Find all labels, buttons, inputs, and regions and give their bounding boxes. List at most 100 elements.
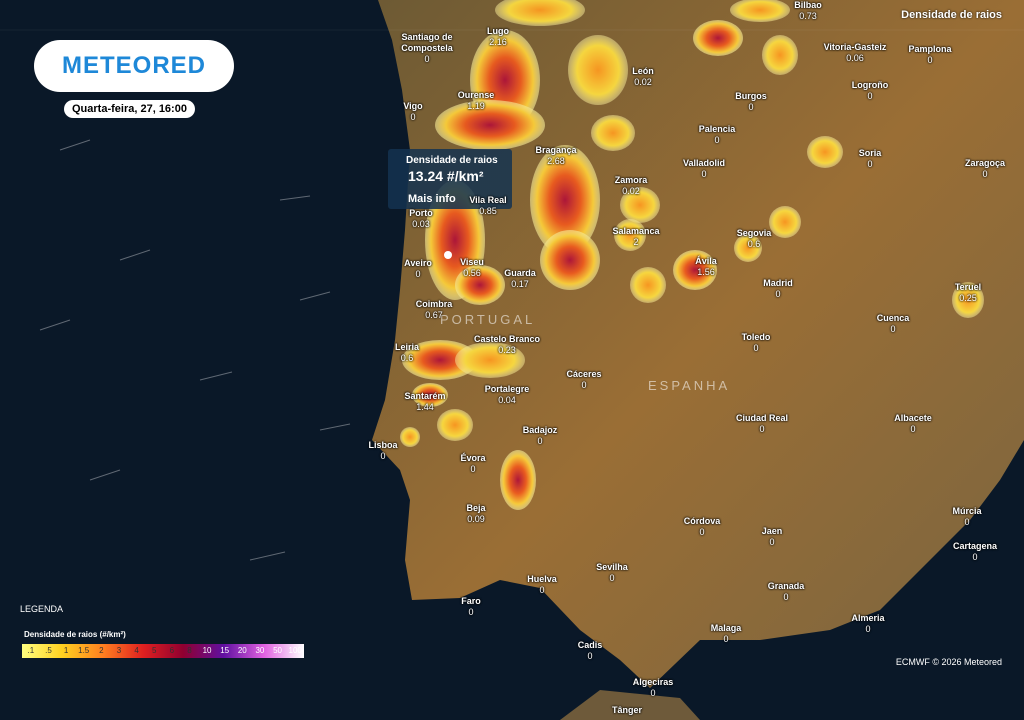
city-value: 0.6 bbox=[747, 239, 761, 249]
city-name: Jaen bbox=[761, 526, 783, 536]
city-label[interactable]: Lugo 2.16 bbox=[487, 26, 509, 48]
city-value: 0 bbox=[964, 517, 970, 527]
city-name: Cáceres bbox=[566, 369, 602, 379]
city-label[interactable]: Faro 0 bbox=[461, 596, 481, 618]
city-label[interactable]: León 0.02 bbox=[632, 66, 654, 88]
selected-point[interactable] bbox=[444, 251, 452, 259]
city-label[interactable]: Vigo 0 bbox=[403, 101, 422, 123]
city-label[interactable]: Santiago de Compostela 0 bbox=[392, 32, 462, 65]
city-label[interactable]: Cáceres 0 bbox=[566, 369, 601, 391]
city-label[interactable]: Huelva 0 bbox=[527, 574, 557, 596]
city-label[interactable]: Bragança 2.68 bbox=[535, 145, 576, 167]
city-label[interactable]: Leiria 0.6 bbox=[395, 342, 419, 364]
popup-title: Densidade de raios bbox=[406, 155, 498, 166]
city-name: Cuenca bbox=[876, 313, 910, 323]
city-label[interactable]: Beja 0.09 bbox=[466, 503, 485, 525]
city-value: 0.6 bbox=[400, 353, 414, 363]
city-label[interactable]: Algeciras 0 bbox=[633, 677, 674, 699]
city-label[interactable]: Sevilha 0 bbox=[596, 562, 628, 584]
city-label[interactable]: Ourense 1.19 bbox=[458, 90, 495, 112]
city-value: 0 bbox=[468, 607, 474, 617]
city-value: 0.85 bbox=[479, 206, 497, 216]
city-label[interactable]: Malaga 0 bbox=[711, 623, 742, 645]
legend-scale-label: 3 bbox=[116, 646, 122, 655]
city-name: Ávila bbox=[695, 256, 717, 266]
city-name: Lisboa bbox=[368, 440, 398, 450]
city-value: 0.04 bbox=[498, 395, 516, 405]
city-value: 0.25 bbox=[959, 293, 977, 303]
city-label[interactable]: Palencia 0 bbox=[699, 124, 736, 146]
city-label[interactable]: Toledo 0 bbox=[742, 332, 771, 354]
city-label[interactable]: Madrid 0 bbox=[763, 278, 793, 300]
city-label[interactable]: Jaen 0 bbox=[762, 526, 783, 548]
legend-bar: .1 .5 1 1.5 2 3 4 5 6 8 10 15 20 30 50 100 bbox=[22, 644, 304, 658]
city-label[interactable]: Múrcia 0 bbox=[952, 506, 981, 528]
city-name: Ciudad Real bbox=[735, 413, 789, 423]
city-label[interactable]: Cartagena 0 bbox=[953, 541, 997, 563]
layer-title[interactable]: Densidade de raios bbox=[901, 9, 1002, 21]
city-label[interactable]: Burgos 0 bbox=[735, 91, 767, 113]
city-value: 0.09 bbox=[467, 514, 485, 524]
city-name: Bilbao bbox=[794, 0, 822, 10]
city-name: Bragança bbox=[535, 145, 577, 155]
city-label[interactable]: Porto 0.03 bbox=[409, 208, 433, 230]
city-value: 0 bbox=[415, 269, 421, 279]
city-label[interactable]: Aveiro 0 bbox=[404, 258, 432, 280]
logo-pill[interactable]: METEORED bbox=[34, 40, 234, 92]
city-name: Cadis bbox=[577, 640, 603, 650]
city-label[interactable]: Ciudad Real 0 bbox=[736, 413, 788, 435]
city-label[interactable]: Valladolid 0 bbox=[683, 158, 725, 180]
city-value: 0 bbox=[867, 159, 873, 169]
city-value: 0 bbox=[424, 54, 430, 64]
city-value: 0 bbox=[769, 537, 775, 547]
city-label[interactable]: Santarém 1.44 bbox=[404, 391, 445, 413]
city-label[interactable]: Granada 0 bbox=[768, 581, 805, 603]
legend-scale-label: 1 bbox=[63, 646, 69, 655]
city-label[interactable]: Cadis 0 bbox=[578, 640, 603, 662]
city-label[interactable]: Córdova 0 bbox=[684, 516, 721, 538]
city-name: Burgos bbox=[735, 91, 767, 101]
legend-title: LEGENDA bbox=[20, 604, 64, 614]
legend-scale-label: 8 bbox=[187, 646, 192, 655]
city-label[interactable]: Albacete 0 bbox=[894, 413, 932, 435]
city-label[interactable]: Teruel 0.25 bbox=[955, 282, 981, 304]
legend-scale-label: 50 bbox=[273, 646, 283, 655]
city-label[interactable]: Évora 0 bbox=[460, 453, 485, 475]
city-value: 0.03 bbox=[412, 219, 430, 229]
city-label[interactable]: Soria 0 bbox=[859, 148, 882, 170]
city-label[interactable]: Segovia 0.6 bbox=[737, 228, 772, 250]
city-label[interactable]: Zaragoça 0 bbox=[965, 158, 1005, 180]
city-name: Logroño bbox=[851, 80, 889, 90]
city-label[interactable]: Bilbao 0.73 bbox=[794, 0, 822, 22]
city-label[interactable]: Lisboa 0 bbox=[368, 440, 397, 462]
city-value: 0 bbox=[982, 169, 988, 179]
city-label[interactable]: Cuenca 0 bbox=[877, 313, 910, 335]
city-label[interactable]: Viseu 0.56 bbox=[460, 257, 484, 279]
city-label[interactable]: Salamanca 2 bbox=[612, 226, 659, 248]
city-label[interactable]: Guarda 0.17 bbox=[504, 268, 536, 290]
city-name: Castelo Branco bbox=[473, 334, 541, 344]
city-label[interactable]: Pamplona 0 bbox=[908, 44, 951, 66]
city-label[interactable]: Vila Real 0.85 bbox=[469, 195, 506, 217]
city-label[interactable]: Badajoz 0 bbox=[523, 425, 558, 447]
city-label[interactable]: Coimbra 0.67 bbox=[416, 299, 453, 321]
city-name: Múrcia bbox=[952, 506, 982, 516]
city-label[interactable]: Castelo Branco 0.23 bbox=[474, 334, 540, 356]
city-label[interactable]: Zamora 0.02 bbox=[615, 175, 648, 197]
city-label[interactable]: Tânger bbox=[612, 705, 642, 716]
popup-link[interactable]: Mais info bbox=[408, 193, 456, 205]
city-value: 1.56 bbox=[697, 267, 715, 277]
legend-scale-label: 2 bbox=[99, 646, 104, 655]
wind-streaks bbox=[39, 83, 351, 561]
city-label[interactable]: Almeria 0 bbox=[851, 613, 884, 635]
legend-scale-label: 1.5 bbox=[78, 646, 90, 655]
city-label[interactable]: Ávila 1.56 bbox=[695, 256, 717, 278]
city-name: Valladolid bbox=[682, 158, 726, 168]
city-label[interactable]: Portalegre 0.04 bbox=[485, 384, 530, 406]
city-name: Porto bbox=[409, 208, 433, 218]
city-label[interactable]: Vitoria-Gasteiz 0.06 bbox=[824, 42, 887, 64]
city-label[interactable]: Logroño 0 bbox=[852, 80, 889, 102]
city-value: 0 bbox=[699, 527, 705, 537]
